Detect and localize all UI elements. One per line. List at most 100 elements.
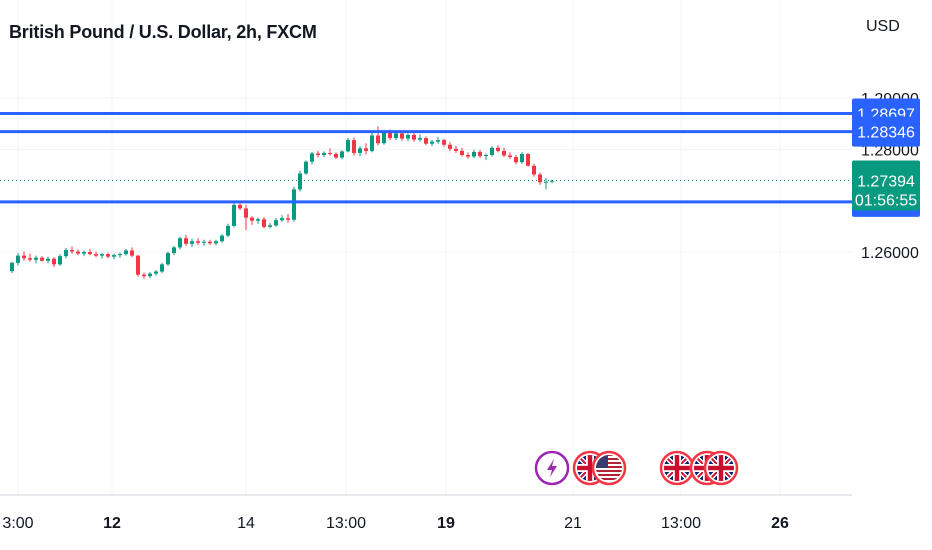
candle-body — [262, 219, 266, 227]
symbol-title[interactable]: British Pound / U.S. Dollar, 2h, FXCM — [9, 22, 317, 42]
candle-body — [22, 255, 26, 259]
candle-body — [484, 154, 488, 157]
candle-body — [436, 140, 440, 142]
x-tick-label: 19 — [437, 515, 455, 532]
candle-body — [448, 144, 452, 149]
level-price-label: 1.28346 — [857, 125, 915, 142]
x-tick-label: 26 — [771, 515, 789, 532]
candle-body — [460, 150, 464, 155]
candle-body — [286, 218, 290, 220]
candle-body — [124, 250, 128, 255]
candle-body — [418, 138, 422, 140]
candle-body — [100, 254, 104, 256]
candle-body — [172, 247, 176, 254]
lightning-event-icon[interactable] — [534, 450, 570, 486]
candle-body — [370, 135, 374, 151]
candle-body — [376, 135, 380, 144]
candle-body — [250, 217, 254, 221]
candle-body — [10, 262, 14, 272]
candle-body — [16, 255, 20, 263]
candle-body — [442, 140, 446, 145]
y-tick-label: 1.28000 — [861, 142, 919, 159]
candle-body — [382, 132, 386, 144]
x-tick-label: 13:00 — [661, 515, 701, 532]
uk-flag-event-icon[interactable] — [659, 450, 695, 486]
candle-body — [322, 152, 326, 155]
candle-body — [346, 140, 350, 152]
candle-body — [502, 150, 506, 156]
uk-flag-event-icon[interactable] — [703, 450, 739, 486]
candle-body — [196, 241, 200, 243]
x-tick-label: 21 — [564, 515, 582, 532]
candle-body — [202, 241, 206, 243]
candle-body — [520, 153, 524, 163]
candle-body — [118, 254, 122, 256]
candle-body — [238, 204, 242, 209]
candle-body — [190, 241, 194, 244]
candle-body — [328, 152, 332, 154]
candle-body — [130, 250, 134, 256]
us-flag-event-icon[interactable] — [591, 450, 627, 486]
candle-body — [52, 258, 56, 265]
current-price-badge — [852, 160, 920, 211]
candle-body — [154, 271, 158, 274]
candle-body — [424, 138, 428, 144]
horizontal-levels[interactable] — [0, 112, 852, 204]
candle-body — [406, 134, 410, 139]
candle-body — [268, 225, 272, 227]
candle-body — [496, 147, 500, 151]
candle-body — [70, 249, 74, 252]
candle-body — [82, 252, 86, 254]
candle-body — [280, 218, 284, 221]
candle-body — [28, 258, 32, 260]
candle-body — [304, 161, 308, 174]
candle-body — [208, 241, 212, 244]
candle-body — [292, 189, 296, 220]
candle-body — [274, 220, 278, 226]
candle-body — [550, 180, 554, 182]
candle-body — [490, 147, 494, 155]
candle-body — [454, 148, 458, 151]
candle-body — [46, 258, 50, 261]
candle-body — [478, 151, 482, 157]
x-tick-label: 12 — [103, 515, 121, 532]
candle-body — [244, 208, 248, 218]
candle-body — [316, 153, 320, 155]
bar-countdown-label: 01:56:55 — [855, 192, 917, 209]
candle-body — [472, 151, 476, 157]
x-axis[interactable]: 3:00 12 14 13:00 19 21 13:00 26 — [2, 515, 789, 532]
current-price-label: 1.27394 — [857, 173, 915, 190]
x-tick-label: 14 — [237, 515, 255, 532]
currency-label[interactable]: USD — [866, 18, 900, 35]
candle-body — [76, 251, 80, 254]
candle-body — [178, 238, 182, 248]
candle-body — [142, 274, 146, 277]
candle-body — [514, 157, 518, 163]
candle-body — [112, 255, 116, 257]
candle-body — [106, 254, 110, 257]
candle-body — [58, 256, 62, 265]
candle-body — [532, 165, 536, 175]
candle-body — [64, 249, 68, 257]
x-tick-label: 13:00 — [326, 515, 366, 532]
candle-body — [430, 141, 434, 144]
candle-body — [256, 219, 260, 221]
economic-events[interactable] — [534, 450, 739, 486]
candle-body — [526, 153, 530, 166]
candle-body — [136, 255, 140, 275]
candle-body — [412, 134, 416, 140]
candle-body — [232, 204, 236, 226]
candle-body — [214, 241, 218, 244]
candle-body — [466, 154, 470, 157]
candle-body — [400, 133, 404, 139]
level-price-badge — [852, 116, 920, 147]
candle-body — [544, 181, 548, 183]
candle-body — [388, 132, 392, 139]
candle-body — [148, 273, 152, 277]
candle-body — [40, 257, 44, 261]
candle-body — [334, 153, 338, 158]
candle-body — [160, 264, 164, 272]
candle-body — [226, 225, 230, 236]
candle-body — [358, 148, 362, 153]
